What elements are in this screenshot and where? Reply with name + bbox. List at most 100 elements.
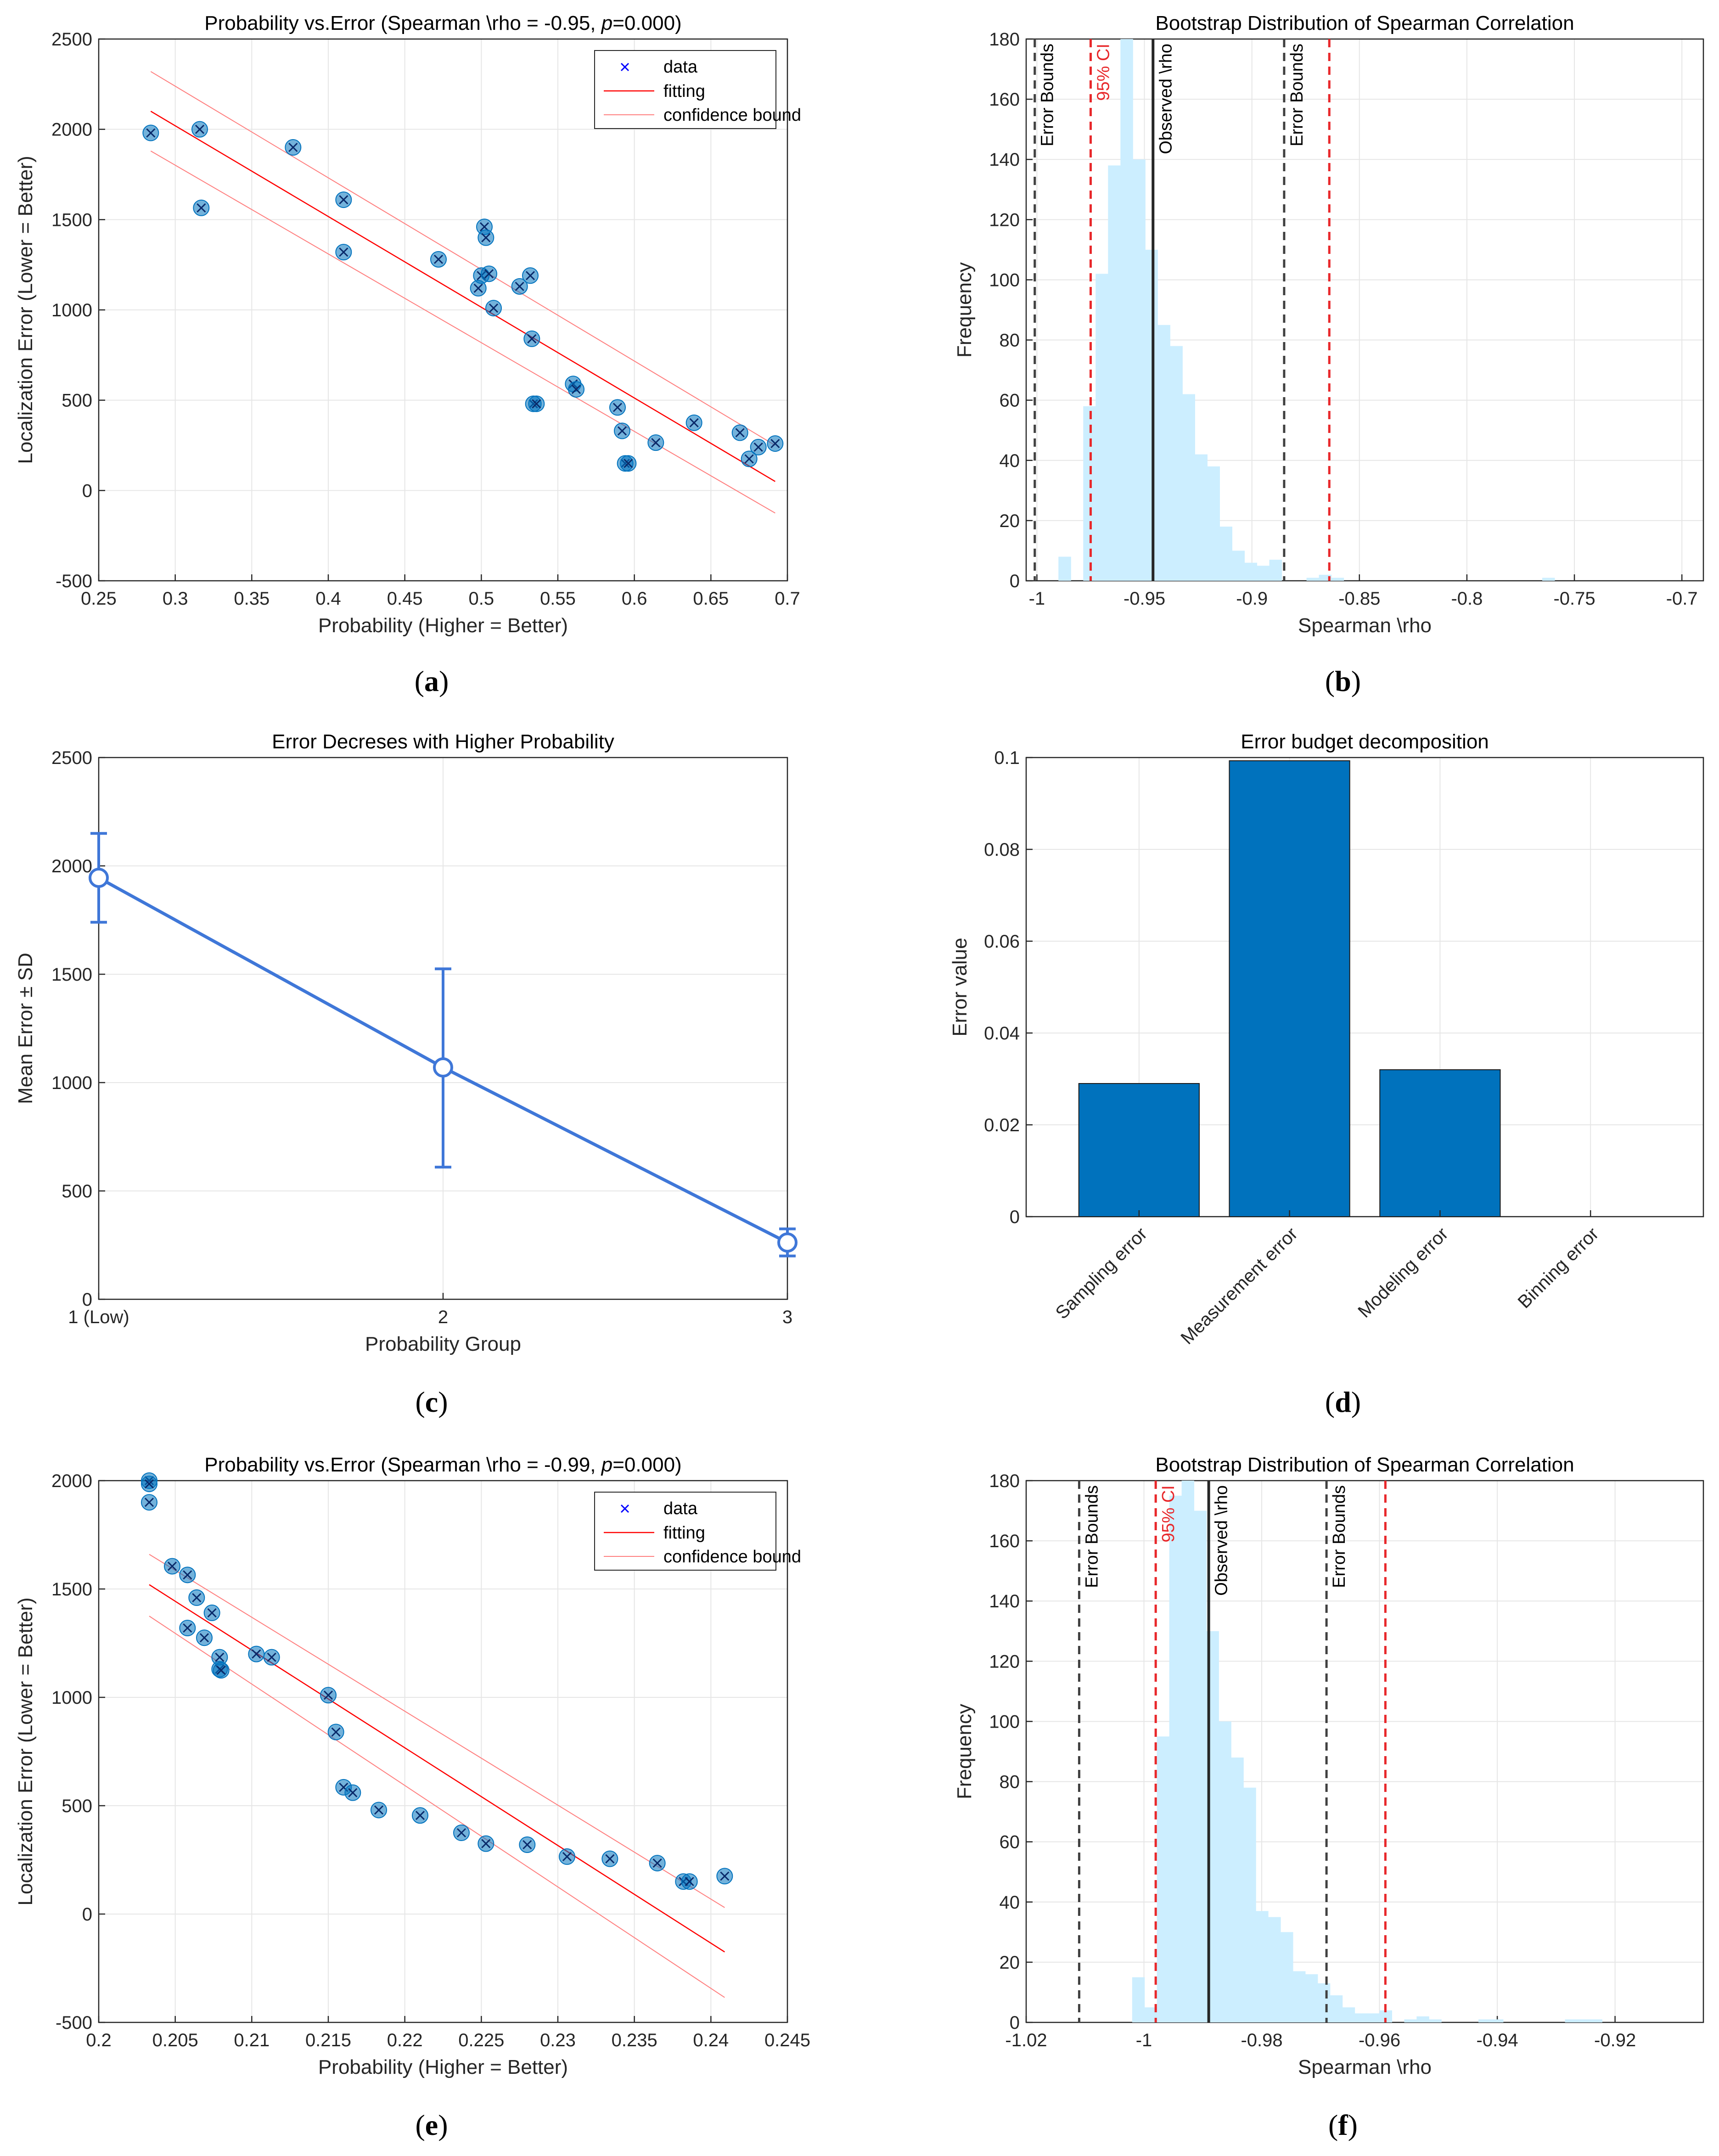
data-point (478, 229, 494, 246)
chart-title: Bootstrap Distribution of Spearman Corre… (1155, 1454, 1574, 1476)
x-tick-label: -1 (1029, 589, 1045, 609)
x-tick-label: 3 (782, 1307, 792, 1327)
x-axis-label: Probability (Higher = Better) (318, 614, 568, 637)
fitting-line (149, 1584, 725, 1953)
data-point (263, 1649, 280, 1666)
data-point (620, 455, 637, 472)
data-point (320, 1687, 337, 1704)
data-point-cross (456, 1828, 466, 1838)
upper-confidence-bound (150, 71, 775, 446)
y-tick-label: 120 (989, 1651, 1020, 1672)
x-tick-label: 0.24 (693, 2030, 729, 2050)
x-tick-label: -1.02 (1005, 2030, 1047, 2050)
x-tick-label: 0.45 (387, 589, 423, 609)
histogram-bar (1219, 527, 1232, 581)
panel-label-c: (c) (415, 1386, 448, 1418)
x-tick-label: 1 (Low) (68, 1307, 129, 1327)
data-point (750, 438, 767, 455)
y-tick-label: 0.02 (984, 1115, 1020, 1135)
legend-box (594, 50, 776, 129)
histogram-bar (1281, 1932, 1293, 2022)
y-tick-label: 0 (82, 1290, 92, 1310)
y-tick-label: 2500 (51, 29, 92, 50)
histogram-bar (1268, 1917, 1281, 2022)
x-tick-label: 0.235 (612, 2030, 657, 2050)
x-axis-label: Spearman \rho (1298, 614, 1432, 637)
data-point (285, 139, 302, 156)
x-tick-label: -1 (1136, 2030, 1152, 2050)
y-tick-label: 180 (989, 1471, 1020, 1491)
y-axis-label: Frequency (953, 1704, 976, 1799)
x-tick-label: 0.245 (764, 2030, 810, 2050)
data-point (649, 1855, 666, 1872)
histogram-bar (1306, 578, 1320, 581)
y-axis-label: Error value (949, 938, 971, 1036)
data-point (478, 1835, 494, 1852)
y-tick-label: 40 (1000, 451, 1020, 471)
y-tick-label: 1000 (51, 1073, 92, 1093)
y-axis-label: Mean Error ± SD (14, 953, 37, 1104)
data-point-cross (216, 1665, 226, 1675)
y-tick-label: 160 (989, 1531, 1020, 1551)
data-point-cross (348, 1788, 358, 1797)
data-point-cross (323, 1690, 333, 1700)
y-tick-label: 1000 (51, 300, 92, 320)
y-tick-label: 140 (989, 150, 1020, 170)
y-tick-label: 2000 (51, 856, 92, 876)
data-point-cross (612, 403, 623, 412)
data-point-cross (532, 399, 541, 409)
y-tick-label: 2500 (51, 748, 92, 768)
data-point (412, 1807, 428, 1824)
data-point (193, 199, 210, 216)
x-axis-label: Probability Group (365, 1333, 521, 1355)
y-tick-label: 500 (62, 1181, 92, 1202)
data-point (716, 1868, 733, 1885)
data-point (430, 251, 447, 268)
y-tick-label: 1500 (51, 210, 92, 230)
histogram-bar (1232, 550, 1245, 581)
histogram-bar (1367, 2013, 1380, 2022)
legend-bound-label: confidence bound (663, 106, 801, 125)
data-point (485, 300, 502, 317)
data-point-cross (374, 1805, 384, 1815)
data-point-cross (489, 303, 499, 313)
data-point-cross (744, 454, 754, 464)
data-point (741, 450, 758, 467)
y-tick-label: 180 (989, 29, 1020, 50)
legend-fitting-label: fitting (663, 82, 705, 101)
x-tick-label: -0.96 (1359, 2030, 1400, 2050)
data-point-cross (339, 195, 348, 205)
data-point-cross (685, 1877, 694, 1886)
data-point (141, 1476, 157, 1493)
bar-measurement-error (1229, 760, 1350, 1217)
data-point-cross (515, 281, 524, 291)
lower-confidence-bound (150, 151, 775, 514)
data-point (191, 121, 208, 138)
legend-data-marker (620, 62, 629, 72)
chart-title: Error Decreses with Higher Probability (272, 730, 614, 753)
histogram-bar (1257, 566, 1270, 581)
x-tick-label: 0.25 (81, 589, 117, 609)
data-point-cross (651, 438, 661, 448)
data-point (179, 1566, 196, 1583)
x-tick-label: -0.95 (1124, 589, 1165, 609)
bar-sampling-error (1078, 1083, 1200, 1217)
data-point (481, 265, 497, 282)
data-point (731, 424, 748, 441)
y-tick-label: 120 (989, 210, 1020, 230)
data-point (528, 395, 545, 412)
y-tick-label: 500 (62, 391, 92, 411)
histogram-bar (1108, 165, 1121, 581)
x-tick-label: -0.85 (1338, 589, 1380, 609)
data-point-cross (617, 426, 627, 436)
chart-title: Bootstrap Distribution of Spearman Corre… (1155, 12, 1574, 34)
chart-title: Probability vs.Error (Spearman \rho = -0… (204, 12, 681, 34)
bounds-label: Error Bounds (1287, 44, 1307, 146)
x-tick-label: 0.65 (693, 589, 729, 609)
bounds-label: Error Bounds (1330, 1485, 1349, 1588)
y-tick-label: 20 (1000, 511, 1020, 531)
data-point (179, 1619, 196, 1636)
y-tick-label: -500 (56, 2013, 92, 2033)
data-point-cross (144, 1479, 154, 1489)
